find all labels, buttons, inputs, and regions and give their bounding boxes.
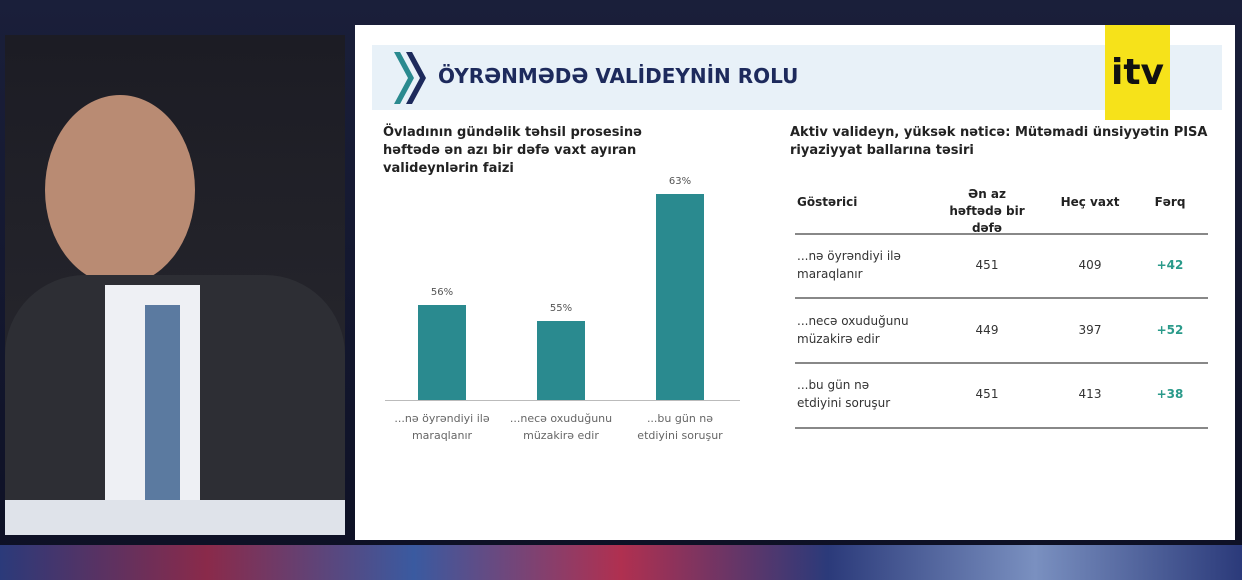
score: 397 xyxy=(1078,322,1102,337)
score: 451 xyxy=(975,387,999,401)
row-divider xyxy=(795,297,1208,299)
bar xyxy=(656,193,704,400)
column-header: Fərq xyxy=(1154,195,1186,209)
difference: +52 xyxy=(1156,322,1184,337)
channel-logo: itv xyxy=(1105,25,1170,120)
slide-title: ÖYRƏNMƏDƏ VALİDEYNİN ROLU xyxy=(438,64,799,88)
row-divider xyxy=(795,233,1208,235)
bottom-strip xyxy=(0,545,1242,580)
row-label: ...necə oxuduğunu müzakirə edir xyxy=(797,313,909,346)
chart-title: Övladının gündəlik təhsil prosesinə həft… xyxy=(383,125,642,176)
difference: +42 xyxy=(1156,258,1184,272)
row-divider xyxy=(795,427,1208,429)
column-header: Ən az həftədə bir dəfə xyxy=(949,187,1025,235)
score: 449 xyxy=(975,322,999,337)
x-tick-label: ...necə oxuduğunu müzakirə edir xyxy=(509,412,613,442)
column-header: Heç vaxt xyxy=(1060,195,1120,209)
x-tick-label: ...nə öyrəndiyi ilə maraqlanır xyxy=(394,412,490,442)
video xyxy=(5,35,345,535)
table-title: Aktiv valideyn, yüksək nəticə: Mütəmadi … xyxy=(790,125,1208,158)
value-label: 56% xyxy=(430,286,454,298)
score: 451 xyxy=(975,258,999,272)
value-label: 55% xyxy=(549,302,573,314)
papers xyxy=(5,500,345,535)
row-label: ...bu gün nə etdiyini soruşur xyxy=(797,378,891,410)
difference: +38 xyxy=(1156,387,1184,401)
bar xyxy=(418,304,466,400)
head xyxy=(45,95,195,285)
score: 413 xyxy=(1078,387,1102,401)
tie xyxy=(145,305,180,535)
score: 409 xyxy=(1078,258,1102,272)
baseline xyxy=(385,400,740,401)
header-icon xyxy=(394,52,426,104)
value-label: 63% xyxy=(668,175,692,187)
slide xyxy=(355,25,1235,540)
header-band xyxy=(372,45,1222,110)
column-header: Göstərici xyxy=(797,195,858,209)
bar xyxy=(537,320,585,400)
row-divider xyxy=(795,362,1208,364)
row-label: ...nə öyrəndiyi ilə maraqlanır xyxy=(797,249,901,281)
x-tick-label: ...bu gün nə etdiyini soruşur xyxy=(637,412,723,442)
